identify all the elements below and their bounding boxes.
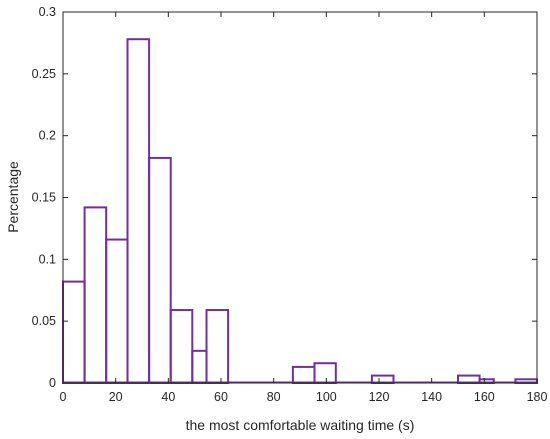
y-tick-label: 0.1 xyxy=(39,252,56,266)
x-tick-label: 60 xyxy=(214,390,228,404)
y-tick-label: 0.25 xyxy=(32,67,56,81)
x-axis-label: the most comfortable waiting time (s) xyxy=(186,417,415,433)
y-tick-label: 0.05 xyxy=(32,314,56,328)
y-tick-label: 0 xyxy=(49,376,56,390)
y-tick-label: 0.2 xyxy=(39,129,56,143)
y-tick-label: 0.3 xyxy=(39,5,56,19)
x-tick-label: 120 xyxy=(369,390,390,404)
x-tick-label: 80 xyxy=(267,390,281,404)
x-tick-label: 140 xyxy=(421,390,442,404)
y-tick-label: 0.15 xyxy=(32,191,56,205)
x-tick-label: 20 xyxy=(109,390,123,404)
ticks-group: 0 20 40 60 80 100 120 140 160 180 0 0.05 0.1 0.15 0.2 0… xyxy=(32,5,548,404)
plot-area xyxy=(63,12,537,383)
y-axis-label: Percentage xyxy=(5,161,21,233)
x-tick-label: 100 xyxy=(316,390,337,404)
x-tick-label: 40 xyxy=(161,390,175,404)
x-tick-label: 0 xyxy=(60,390,67,404)
x-tick-label: 160 xyxy=(474,390,495,404)
x-tick-label: 180 xyxy=(527,390,548,404)
